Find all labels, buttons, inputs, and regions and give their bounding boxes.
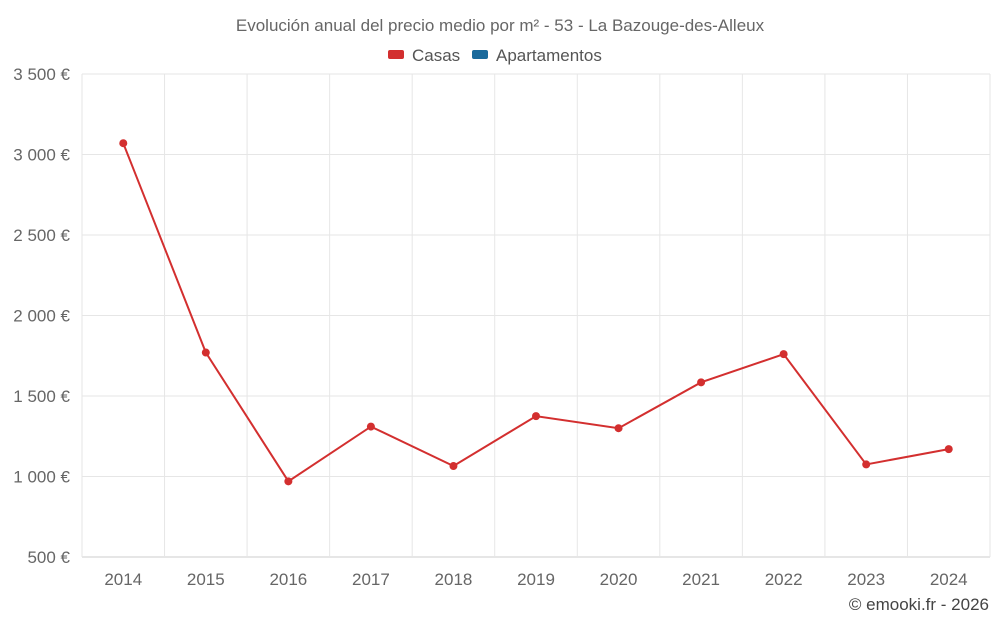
legend: Casas Apartamentos: [388, 46, 602, 65]
x-tick-label: 2016: [269, 570, 307, 589]
data-point: [779, 350, 788, 359]
data-point: [366, 422, 375, 431]
x-tick-label: 2024: [930, 570, 968, 589]
data-point: [697, 378, 706, 387]
y-tick-label: 500 €: [27, 548, 70, 567]
y-tick-label: 3 000 €: [13, 146, 70, 165]
data-point: [284, 477, 293, 486]
y-axis: 500 € 1 000 € 1 500 € 2 000 € 2 500 € 3 000 €…: [13, 65, 70, 567]
data-point: [532, 412, 540, 421]
x-tick-label: 2022: [765, 570, 803, 589]
legend-label-apartamentos: Apartamentos: [496, 46, 602, 65]
x-tick-label: 2020: [600, 570, 638, 589]
data-point: [862, 460, 871, 469]
x-tick-label: 2019: [517, 570, 555, 589]
x-axis: 2014 2015 2016 2017 2018 2019 2020 2021 2022 2023…: [104, 570, 967, 589]
y-tick-label: 3 500 €: [13, 65, 70, 84]
y-tick-label: 2 000 €: [13, 307, 70, 326]
x-tick-label: 2021: [682, 570, 720, 589]
legend-swatch-casas: [388, 50, 404, 59]
x-tick-label: 2018: [435, 570, 473, 589]
legend-swatch-apartamentos: [472, 50, 488, 59]
credit-text: © emooki.fr - 2026: [849, 595, 989, 614]
x-tick-label: 2014: [104, 570, 142, 589]
x-tick-label: 2015: [187, 570, 225, 589]
y-tick-label: 1 500 €: [13, 387, 70, 406]
grid: [81, 73, 991, 558]
data-point: [944, 445, 953, 454]
data-point: [449, 462, 458, 471]
chart-title: Evolución anual del precio medio por m² …: [236, 16, 765, 35]
x-tick-label: 2017: [352, 570, 390, 589]
x-tick-label: 2023: [847, 570, 885, 589]
data-point: [119, 139, 128, 148]
y-tick-label: 1 000 €: [13, 468, 70, 487]
legend-label-casas: Casas: [412, 46, 460, 65]
data-point: [614, 424, 623, 433]
data-point: [201, 348, 210, 357]
y-tick-label: 2 500 €: [13, 226, 70, 245]
series: [119, 139, 953, 486]
